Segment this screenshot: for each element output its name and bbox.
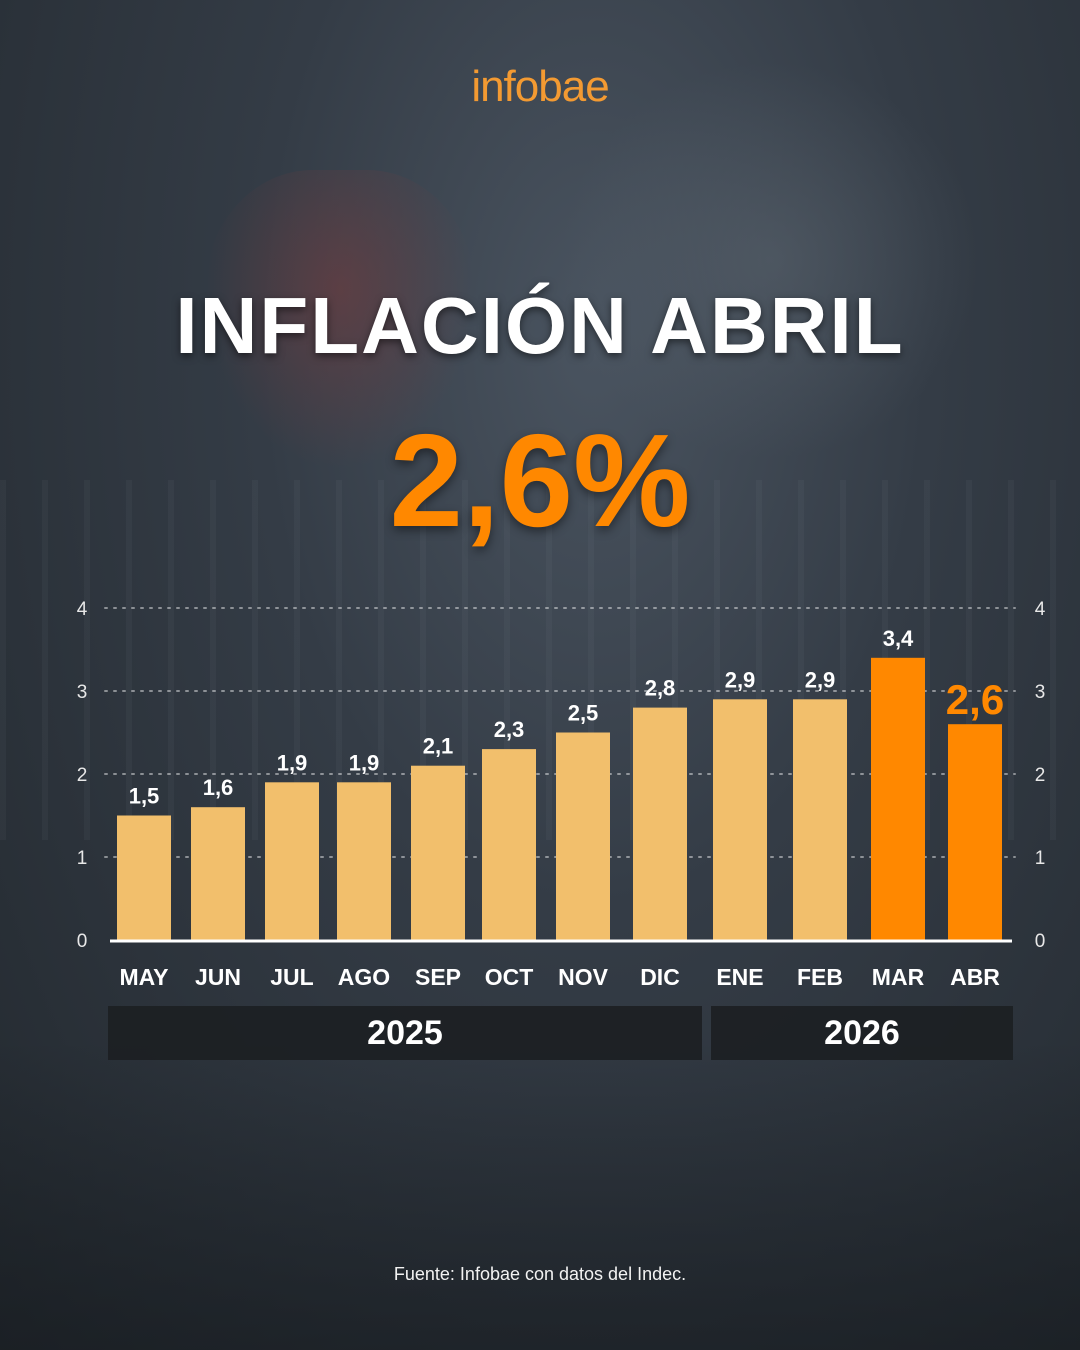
bar-value-label: 2,6 bbox=[946, 676, 1004, 723]
bar-value-label: 1,5 bbox=[129, 784, 160, 809]
bar bbox=[411, 765, 465, 940]
bar-value-label: 3,4 bbox=[883, 626, 914, 651]
y-tick-label-left: 2 bbox=[77, 765, 88, 786]
bar bbox=[556, 732, 610, 940]
x-category-label: DIC bbox=[640, 964, 680, 990]
bar bbox=[793, 699, 847, 940]
x-category-label: OCT bbox=[485, 964, 534, 990]
x-category-label: MAR bbox=[872, 964, 925, 990]
year-band-label: 2026 bbox=[824, 1014, 900, 1052]
bar bbox=[713, 699, 767, 940]
bar-value-label: 1,9 bbox=[277, 750, 308, 775]
bar bbox=[265, 782, 319, 940]
x-category-label: JUN bbox=[195, 964, 241, 990]
bar-value-label: 2,9 bbox=[725, 667, 756, 692]
infobae-logo: infobae bbox=[471, 62, 609, 111]
year-band bbox=[108, 1006, 702, 1060]
year-band-label: 2025 bbox=[367, 1014, 443, 1052]
y-tick-label-right: 2 bbox=[1035, 765, 1046, 786]
page-title: INFLACIÓN ABRIL bbox=[175, 281, 905, 370]
source-note: Fuente: Infobae con datos del Indec. bbox=[393, 1264, 687, 1284]
bar bbox=[633, 707, 687, 940]
bar bbox=[191, 807, 245, 940]
bar bbox=[482, 749, 536, 940]
bar-value-label: 2,9 bbox=[805, 667, 836, 692]
x-category-label: ENE bbox=[716, 964, 763, 990]
headline-value: 2,6% bbox=[389, 407, 691, 554]
x-category-label: NOV bbox=[558, 964, 609, 990]
y-tick-label-right: 4 bbox=[1035, 599, 1046, 620]
x-category-label: JUL bbox=[270, 964, 313, 990]
x-category-label: FEB bbox=[797, 964, 843, 990]
bar bbox=[871, 657, 925, 940]
x-category-label: MAY bbox=[120, 964, 169, 990]
bar-value-label: 1,9 bbox=[349, 750, 380, 775]
bar-value-label: 1,6 bbox=[203, 775, 234, 800]
x-category-label: AGO bbox=[338, 964, 390, 990]
bar bbox=[337, 782, 391, 940]
bar-value-label: 2,1 bbox=[423, 734, 454, 759]
year-band bbox=[711, 1006, 1013, 1060]
y-tick-label-left: 1 bbox=[77, 848, 88, 869]
inflation-bar-chart: 0 0 1 1 2 2 3 3 4 4 1,5 MAY 1,6 JUN 1,9 JUL 1,9 AGO 2,1 SEP… bbox=[77, 599, 1046, 1060]
bar-value-label: 2,8 bbox=[645, 676, 676, 701]
y-tick-label-right: 0 bbox=[1035, 931, 1046, 952]
bar-value-label: 2,5 bbox=[568, 701, 599, 726]
y-tick-label-left: 3 bbox=[77, 682, 88, 703]
y-tick-label-right: 3 bbox=[1035, 682, 1046, 703]
bar-value-label: 2,3 bbox=[494, 717, 525, 742]
y-tick-label-left: 0 bbox=[77, 931, 88, 952]
y-tick-label-left: 4 bbox=[77, 599, 88, 620]
x-category-label: ABR bbox=[950, 964, 1000, 990]
y-tick-label-right: 1 bbox=[1035, 848, 1046, 869]
bar bbox=[948, 724, 1002, 940]
bar bbox=[117, 815, 171, 940]
x-category-label: SEP bbox=[415, 964, 461, 990]
